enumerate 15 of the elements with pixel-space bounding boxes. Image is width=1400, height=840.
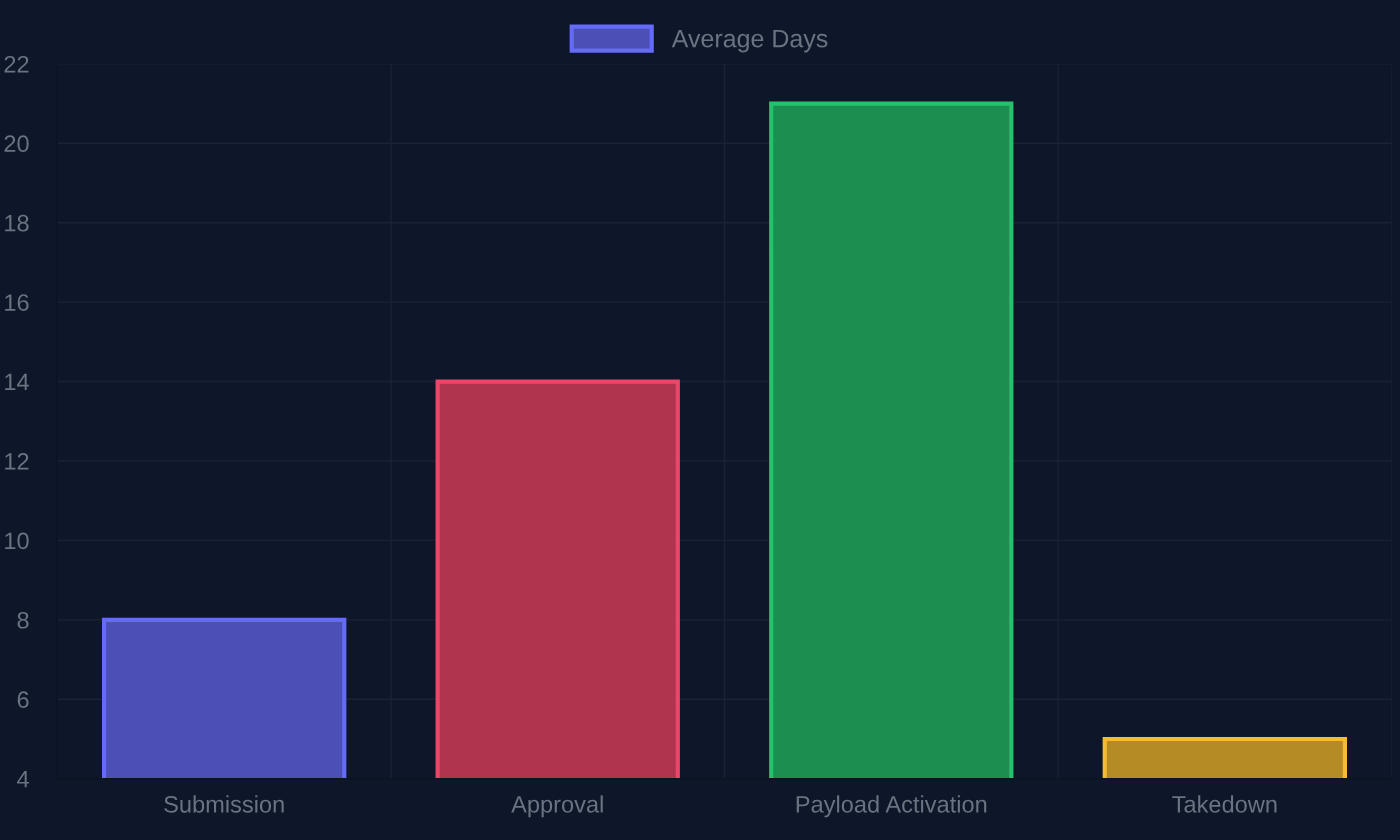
y-tick-label: 6: [17, 691, 29, 709]
legend-label: Average Days: [671, 30, 828, 53]
y-tick-label: 4: [17, 770, 29, 788]
y-tick-label: 18: [5, 214, 29, 232]
y-tick-label: 20: [4, 135, 29, 153]
x-tick-label: Submission: [164, 795, 284, 813]
y-tick-label: 16: [5, 294, 29, 311]
y-tick-label: 12: [5, 453, 29, 470]
y-tick-label: 8: [17, 611, 29, 629]
y-tick-label: 10: [5, 532, 29, 550]
y-tick-label: 22: [4, 55, 29, 73]
x-tick-label: Takedown: [1172, 795, 1277, 813]
y-tick-label: 14: [5, 373, 29, 391]
x-tick-label: Approval: [511, 795, 603, 818]
x-tick-label: Payload Activation: [796, 795, 987, 818]
